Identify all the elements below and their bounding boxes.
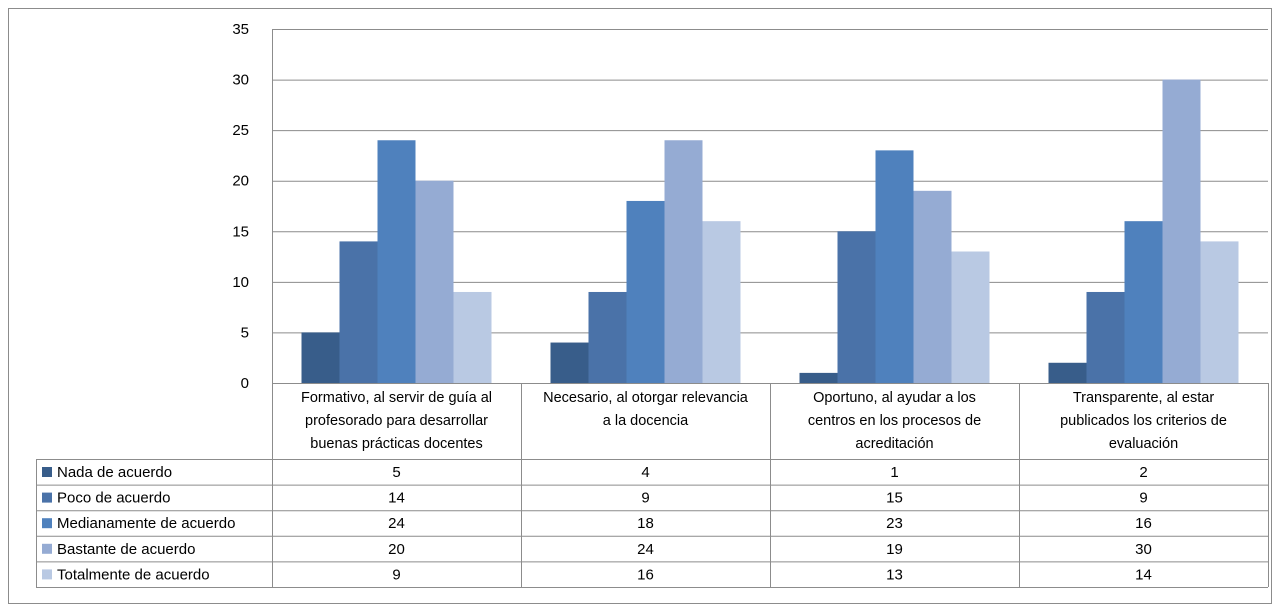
data-label: 30 (1135, 541, 1152, 558)
category-label: buenas prácticas docentes (310, 436, 483, 452)
data-label: 24 (637, 541, 654, 558)
y-tick-label: 10 (232, 274, 249, 291)
data-label: 9 (392, 566, 400, 583)
data-label: 19 (886, 541, 903, 558)
data-label: 1 (890, 464, 898, 481)
data-label: 16 (637, 566, 654, 583)
bar (339, 241, 378, 383)
data-label: 5 (392, 464, 400, 481)
bar (1200, 241, 1239, 383)
legend-swatch (42, 569, 52, 580)
category-label: centros en los procesos de (808, 413, 981, 429)
data-label: 18 (637, 515, 654, 532)
bar (453, 291, 492, 383)
legend-swatch (42, 518, 52, 529)
category-label: acreditación (855, 436, 933, 452)
bar (837, 231, 876, 383)
bar (301, 332, 340, 383)
category-label: evaluación (1109, 436, 1178, 452)
legend-swatch (42, 467, 52, 477)
category-label: Formativo, al servir de guía al (301, 390, 492, 406)
data-label: 14 (388, 490, 405, 507)
data-label: 13 (886, 566, 903, 583)
category-label: Transparente, al estar (1073, 390, 1214, 406)
legend-label: Totalmente de acuerdo (57, 566, 210, 583)
bar (626, 200, 665, 383)
legend-label: Poco de acuerdo (57, 490, 170, 507)
bar (377, 140, 416, 383)
y-tick-label: 30 (232, 72, 249, 89)
bar (415, 180, 454, 383)
bar (875, 150, 914, 383)
bar (1086, 291, 1125, 383)
data-label: 9 (1139, 490, 1147, 507)
y-tick-label: 5 (241, 324, 249, 341)
bar (913, 190, 952, 383)
data-label: 20 (388, 541, 405, 558)
legend-label: Nada de acuerdo (57, 464, 172, 481)
bar (1162, 79, 1201, 384)
category-label: Oportuno, al ayudar a los (813, 390, 976, 406)
y-tick-label: 25 (232, 122, 249, 139)
bar (664, 140, 703, 383)
legend-swatch (42, 543, 52, 554)
data-label: 4 (641, 464, 649, 481)
bar (1124, 221, 1163, 383)
data-label: 9 (641, 490, 649, 507)
bar (799, 372, 838, 383)
legend-label: Medianamente de acuerdo (57, 515, 235, 532)
y-tick-label: 0 (241, 375, 249, 392)
data-label: 2 (1139, 464, 1147, 481)
category-label: profesorado para desarrollar (305, 413, 488, 429)
category-label: a la docencia (603, 413, 689, 429)
data-label: 14 (1135, 566, 1152, 583)
category-label: publicados los criterios de (1060, 413, 1227, 429)
bar (588, 291, 627, 383)
data-label: 16 (1135, 515, 1152, 532)
data-label: 15 (886, 490, 903, 507)
y-tick-label: 20 (232, 173, 249, 190)
data-label: 23 (886, 515, 903, 532)
bar (702, 221, 741, 383)
y-tick-label: 15 (232, 223, 249, 240)
legend-swatch (42, 492, 52, 503)
y-tick-label: 35 (232, 21, 249, 38)
bar (1048, 362, 1087, 383)
data-label: 24 (388, 515, 405, 532)
bar (550, 342, 589, 383)
bar (951, 251, 990, 383)
category-label: Necesario, al otorgar relevancia (543, 390, 749, 406)
legend-label: Bastante de acuerdo (57, 541, 195, 558)
